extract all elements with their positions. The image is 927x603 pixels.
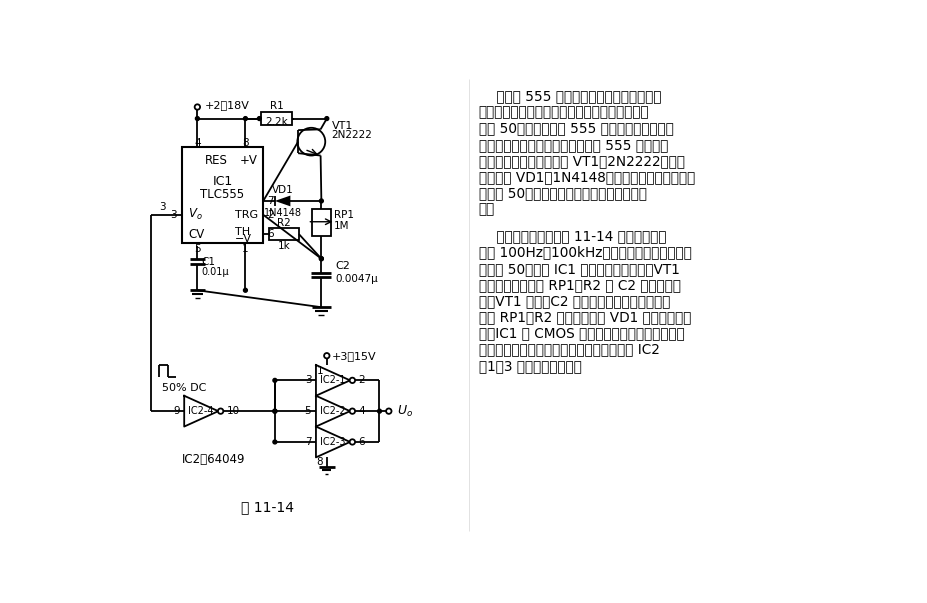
Text: 5: 5	[304, 406, 311, 416]
Circle shape	[386, 408, 391, 414]
Circle shape	[243, 288, 248, 292]
Text: 通过 RP1、R2 放电，这里的 VD1 是用作温度补: 通过 RP1、R2 放电，这里的 VD1 是用作温度补	[478, 311, 691, 324]
Text: 3: 3	[159, 202, 166, 212]
Circle shape	[297, 128, 324, 156]
Circle shape	[319, 257, 323, 260]
Text: R2: R2	[277, 218, 291, 227]
Circle shape	[218, 408, 223, 414]
Text: 外附加了一支充电晶体管 VT1（2N2222）和一: 外附加了一支充电晶体管 VT1（2N2222）和一	[478, 154, 684, 168]
Text: $U_o$: $U_o$	[396, 403, 413, 418]
Circle shape	[349, 377, 355, 383]
Text: +3～15V: +3～15V	[332, 351, 376, 361]
Text: 1N4148: 1N4148	[263, 208, 301, 218]
Text: 6: 6	[358, 437, 365, 447]
Text: 2: 2	[358, 375, 365, 385]
Text: 8: 8	[242, 138, 248, 148]
Text: 1k: 1k	[277, 241, 290, 251]
Circle shape	[243, 116, 248, 121]
Circle shape	[319, 257, 323, 260]
Text: 量少、抗噪声等优点，其输出端并联若干门 IC2: 量少、抗噪声等优点，其输出端并联若干门 IC2	[478, 343, 659, 356]
Circle shape	[273, 409, 276, 413]
Text: $V_o$: $V_o$	[188, 207, 203, 223]
Text: VD1: VD1	[272, 185, 293, 195]
Circle shape	[349, 439, 355, 444]
Circle shape	[377, 409, 381, 413]
Text: 偿。IC1 是 CMOS 芯片，具有供电范围宽、耗电: 偿。IC1 是 CMOS 芯片，具有供电范围宽、耗电	[478, 326, 684, 341]
Text: IC2：64049: IC2：64049	[182, 453, 245, 466]
Text: 比为 50％。这是因为 555 内部只含有放电晶体: 比为 50％。这是因为 555 内部只含有放电晶体	[478, 122, 673, 136]
Text: RES: RES	[205, 154, 228, 168]
Text: IC2-1: IC2-1	[320, 375, 346, 385]
Text: 4: 4	[358, 406, 365, 416]
Text: －1～3 可增大输出能力。: －1～3 可增大输出能力。	[478, 359, 581, 373]
Text: 1M: 1M	[334, 221, 349, 232]
Text: 8: 8	[316, 457, 323, 467]
Text: 0.01μ: 0.01μ	[201, 267, 229, 277]
Bar	[269, 228, 298, 240]
Text: IC2-2: IC2-2	[320, 406, 346, 416]
Text: +2～18V: +2～18V	[205, 101, 249, 110]
Text: 7: 7	[304, 437, 311, 447]
Text: IC1: IC1	[212, 175, 233, 188]
Text: 9: 9	[172, 406, 179, 416]
Text: 6: 6	[267, 229, 273, 239]
Text: 率为 100Hz～100kHz，连续可调，而占空比始: 率为 100Hz～100kHz，连续可调，而占空比始	[478, 245, 691, 260]
Text: 保持为 50％，而与频率控制及输出端负载无: 保持为 50％，而与频率控制及输出端负载无	[478, 186, 646, 200]
Text: 图 11-14: 图 11-14	[240, 500, 293, 514]
Text: C2: C2	[335, 261, 349, 271]
Text: TLC555: TLC555	[200, 188, 245, 201]
Text: C1: C1	[201, 257, 215, 267]
Text: 2: 2	[267, 210, 273, 220]
Text: IC2-3: IC2-3	[320, 437, 346, 447]
Text: RP1: RP1	[334, 210, 353, 220]
Text: 管，而无充电晶体管。这里给出的 555 振荡电路: 管，而无充电晶体管。这里给出的 555 振荡电路	[478, 138, 667, 152]
Bar	[311, 209, 330, 236]
Bar	[182, 147, 263, 243]
Circle shape	[324, 116, 328, 121]
Circle shape	[273, 440, 276, 444]
Bar	[260, 112, 292, 125]
Circle shape	[319, 199, 323, 203]
Text: 4: 4	[194, 138, 200, 148]
Text: 1: 1	[317, 366, 324, 376]
Text: 关。: 关。	[478, 203, 494, 216]
Text: TRG: TRG	[235, 210, 258, 220]
Polygon shape	[315, 426, 349, 457]
Text: 10: 10	[226, 406, 240, 416]
Circle shape	[349, 408, 355, 414]
Polygon shape	[184, 396, 218, 426]
Text: 7: 7	[267, 196, 273, 206]
Circle shape	[196, 116, 199, 121]
Polygon shape	[315, 396, 349, 426]
Text: 2.2k: 2.2k	[265, 116, 287, 127]
Text: IC2-4: IC2-4	[188, 406, 214, 416]
Text: 时，VT1 关断，C2 严格按照与充电相同的速率: 时，VT1 关断，C2 严格按照与充电相同的速率	[478, 294, 669, 308]
Text: 50% DC: 50% DC	[161, 383, 206, 393]
Text: 2N2222: 2N2222	[331, 130, 372, 140]
Text: VT1: VT1	[331, 121, 352, 131]
Polygon shape	[274, 195, 290, 206]
Text: −V: −V	[235, 235, 251, 244]
Circle shape	[324, 353, 329, 358]
Text: CV: CV	[188, 227, 204, 241]
Circle shape	[257, 116, 261, 121]
Circle shape	[273, 409, 276, 413]
Text: +V: +V	[240, 154, 258, 168]
Text: 3: 3	[171, 210, 177, 220]
Circle shape	[273, 379, 276, 382]
Text: 3: 3	[304, 375, 311, 385]
Text: TH: TH	[235, 227, 249, 237]
Text: 5: 5	[194, 244, 200, 254]
Text: 工作原理：电路如图 11-14 所示的输出频: 工作原理：电路如图 11-14 所示的输出频	[478, 229, 666, 244]
Text: R1: R1	[269, 101, 283, 111]
Text: 1: 1	[242, 244, 248, 254]
Text: 变频率的影响，很难做到输出波形对称，即占空: 变频率的影响，很难做到输出波形对称，即占空	[478, 106, 649, 119]
Text: 终保持 50％。当 IC1 内部放电管关断时，VT1: 终保持 50％。当 IC1 内部放电管关断时，VT1	[478, 262, 679, 276]
Polygon shape	[315, 365, 349, 396]
Text: 0.0047μ: 0.0047μ	[335, 274, 377, 284]
Text: 作为跟随器，通过 RP1、R2 对 C2 充电；导通: 作为跟随器，通过 RP1、R2 对 C2 充电；导通	[478, 278, 680, 292]
Circle shape	[195, 104, 200, 110]
Text: 支二极管 VD1（1N4148），这样，就可使占空比: 支二极管 VD1（1N4148），这样，就可使占空比	[478, 170, 694, 184]
Text: 一般用 555 构成的振荡器，因受负载及改: 一般用 555 构成的振荡器，因受负载及改	[478, 89, 660, 103]
